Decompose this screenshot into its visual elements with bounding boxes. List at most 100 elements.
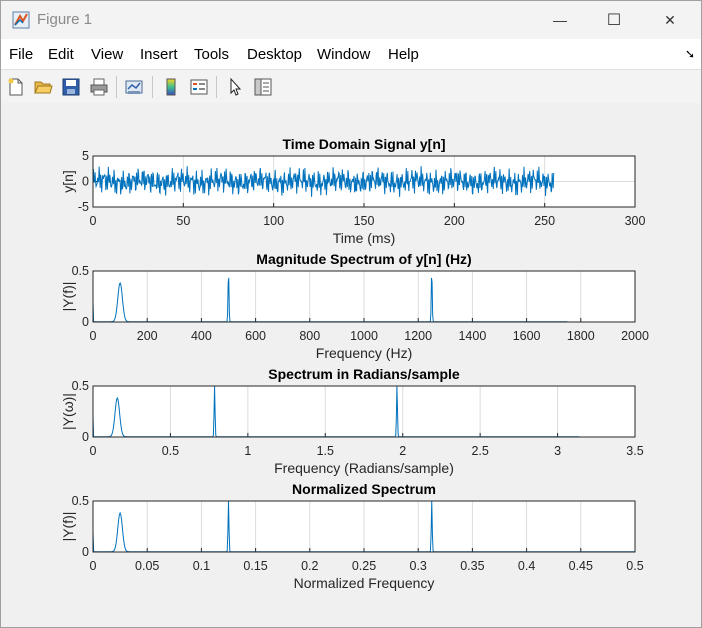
axes-frame [92, 385, 636, 438]
x-tick-label: 0 [90, 559, 97, 573]
x-tick-label: 0.15 [243, 559, 267, 573]
x-axis-label: Time (ms) [333, 230, 395, 246]
x-tick-label: 0.2 [301, 559, 318, 573]
x-tick-label: 300 [625, 214, 646, 228]
series-line [92, 166, 555, 197]
x-tick-label: 1.5 [317, 444, 334, 458]
figure-toolbar [1, 69, 701, 104]
x-axis-label: Frequency (Hz) [316, 345, 412, 361]
x-axis-label: Normalized Frequency [294, 575, 435, 591]
maximize-icon: ☐ [606, 12, 622, 29]
minimize-icon: — [553, 12, 567, 28]
open-folder-icon [34, 81, 53, 94]
pointer-arrow-icon [230, 77, 242, 96]
chart-2[interactable]: 0 200 400 600 800 1000 1200 1400 1600 1800 2000 0 0.… [60, 251, 649, 361]
dock-figure-icon[interactable]: ➘ [684, 47, 695, 61]
menu-view[interactable]: View [91, 46, 124, 63]
chart-3[interactable]: 0 0.5 1 1.5 2 2.5 3 3.5 0 0.5 Spectrum in Radians/… [60, 366, 644, 476]
axes-frame [92, 500, 636, 553]
x-tick-label: 0 [90, 214, 97, 228]
x-tick-label: 1 [244, 444, 251, 458]
x-tick-label: 250 [534, 214, 555, 228]
plot-title: Time Domain Signal y[n] [282, 136, 445, 152]
new-figure-button[interactable] [5, 76, 27, 98]
x-tick-label: 0.25 [352, 559, 376, 573]
x-tick-label: 1800 [567, 329, 595, 343]
y-tick-label: 0 [82, 175, 89, 189]
legend-icon [190, 79, 208, 95]
link-plot-icon [125, 80, 143, 94]
new-file-icon [8, 78, 23, 96]
y-tick-label: 0 [82, 430, 89, 444]
x-tick-label: 0.5 [626, 559, 643, 573]
edit-plot-button[interactable] [224, 76, 246, 98]
x-tick-label: 100 [263, 214, 284, 228]
insert-legend-button[interactable] [188, 76, 210, 98]
axes-frame [92, 155, 636, 208]
matlab-logo-icon [12, 11, 30, 29]
x-tick-label: 0.4 [518, 559, 535, 573]
y-axis-label: |Y(f)| [60, 282, 76, 312]
toolbar-separator [152, 76, 153, 98]
x-tick-label: 0.35 [460, 559, 484, 573]
y-tick-label: 5 [82, 149, 89, 163]
menu-bar: File Edit View Insert Tools Desktop Wind… [1, 39, 701, 69]
x-tick-label: 150 [354, 214, 375, 228]
x-tick-label: 600 [245, 329, 266, 343]
maximize-button[interactable]: ☐ [591, 1, 637, 39]
toolbar-separator [216, 76, 217, 98]
menu-file[interactable]: File [9, 46, 34, 63]
x-tick-label: 0.1 [193, 559, 210, 573]
plot-title: Spectrum in Radians/sample [268, 366, 460, 382]
y-axis-label: |Y(f)| [60, 512, 76, 542]
x-tick-label: 50 [176, 214, 190, 228]
x-axis-label: Frequency (Radians/sample) [274, 460, 454, 476]
print-button[interactable] [88, 76, 110, 98]
printer-icon [90, 78, 108, 96]
title-bar[interactable]: Figure 1 — ☐ ✕ [1, 1, 701, 39]
minimize-button[interactable]: — [537, 1, 583, 39]
open-file-button[interactable] [32, 76, 54, 98]
colorbar-icon [166, 78, 176, 96]
axes-frame [92, 270, 636, 323]
menu-edit[interactable]: Edit [48, 46, 74, 63]
menu-help[interactable]: Help [388, 46, 419, 63]
toolbar-separator [116, 76, 117, 98]
property-inspector-icon [254, 78, 272, 96]
plot-title: Magnitude Spectrum of y[n] (Hz) [256, 251, 471, 267]
x-tick-label: 1400 [458, 329, 486, 343]
menu-insert[interactable]: Insert [140, 46, 178, 63]
x-tick-label: 2000 [621, 329, 649, 343]
link-plot-button[interactable] [123, 76, 145, 98]
menu-window[interactable]: Window [317, 46, 371, 63]
x-tick-label: 2.5 [471, 444, 488, 458]
menu-desktop[interactable]: Desktop [247, 46, 303, 63]
x-tick-label: 0 [90, 444, 97, 458]
menu-tools[interactable]: Tools [194, 46, 230, 63]
chart-4[interactable]: 0 0.05 0.1 0.15 0.2 0.25 0.3 0.35 0.4 0.45 0.5 0 0.5… [60, 481, 644, 591]
y-axis-label: |Y(ω)| [60, 393, 76, 430]
y-tick-label: -5 [78, 200, 89, 214]
property-inspector-button[interactable] [252, 76, 274, 98]
insert-colorbar-button[interactable] [160, 76, 182, 98]
axes-background [93, 386, 635, 437]
x-tick-label: 0.3 [410, 559, 427, 573]
save-icon [62, 78, 80, 96]
y-tick-label: 0.5 [72, 494, 89, 508]
x-tick-label: 1200 [404, 329, 432, 343]
window-title: Figure 1 [37, 11, 93, 28]
x-tick-label: 200 [444, 214, 465, 228]
x-tick-label: 0.5 [162, 444, 179, 458]
x-tick-label: 3 [554, 444, 561, 458]
y-tick-label: 0 [82, 545, 89, 559]
y-tick-label: 0.5 [72, 379, 89, 393]
close-button[interactable]: ✕ [647, 1, 693, 39]
figure-canvas[interactable]: 0 50 100 150 200 250 300 -5 0 5 Time Domain Signal… [1, 103, 701, 627]
plot-title: Normalized Spectrum [292, 481, 436, 497]
save-button[interactable] [60, 76, 82, 98]
x-tick-label: 1000 [350, 329, 378, 343]
y-tick-label: 0.5 [72, 264, 89, 278]
